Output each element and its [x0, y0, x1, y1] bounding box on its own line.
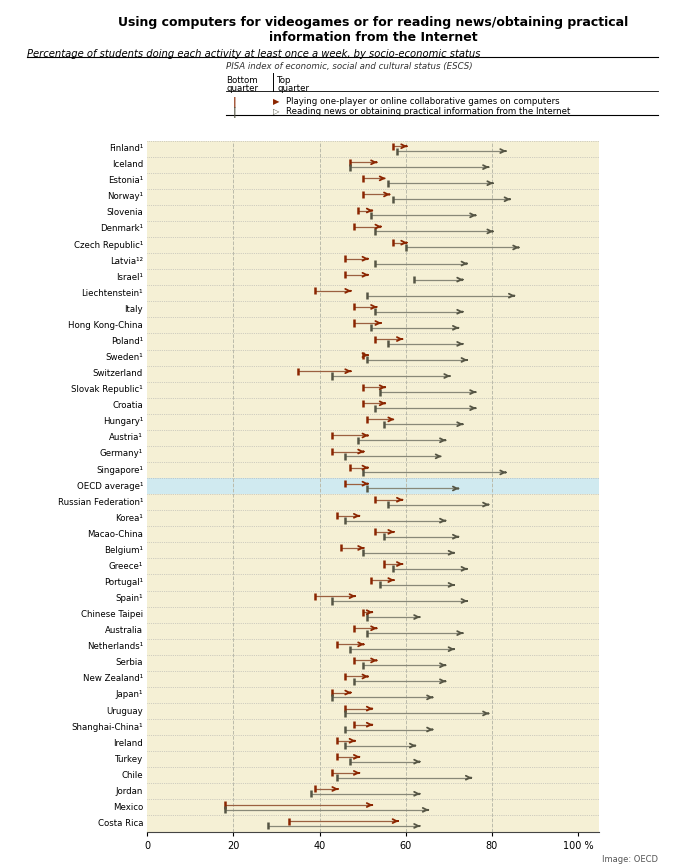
- Text: ▶: ▶: [273, 97, 279, 106]
- Text: Using computers for videogames or for reading news/obtaining practical
informati: Using computers for videogames or for re…: [119, 16, 628, 43]
- Text: Top: Top: [277, 76, 292, 84]
- Text: |: |: [232, 97, 236, 108]
- Text: Image: OECD: Image: OECD: [601, 855, 658, 864]
- Bar: [147, 478, 599, 494]
- Text: quarter: quarter: [226, 84, 258, 93]
- Text: Percentage of students doing each activity at least once a week, by socio-econom: Percentage of students doing each activi…: [27, 49, 481, 60]
- Text: ▷: ▷: [273, 107, 279, 115]
- Text: Reading news or obtaining practical information from the Internet: Reading news or obtaining practical info…: [286, 107, 571, 115]
- Text: Bottom: Bottom: [226, 76, 258, 84]
- Text: Playing one-player or online collaborative games on computers: Playing one-player or online collaborati…: [286, 97, 560, 106]
- Text: |: |: [232, 107, 236, 118]
- Text: PISA index of economic, social and cultural status (ESCS): PISA index of economic, social and cultu…: [226, 62, 473, 71]
- Text: quarter: quarter: [277, 84, 310, 93]
